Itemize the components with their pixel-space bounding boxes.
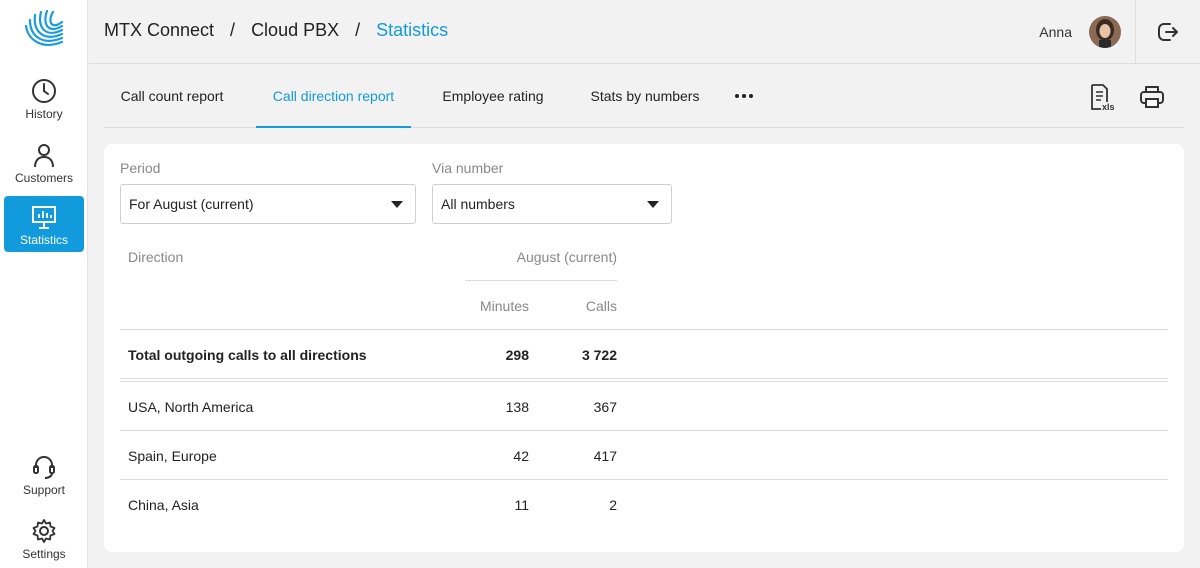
row-divider xyxy=(120,430,1168,431)
breadcrumb-item-cloud-pbx[interactable]: Cloud PBX xyxy=(251,20,340,40)
sidebar-item-label: Support xyxy=(22,483,66,497)
period-select-value: For August (current) xyxy=(129,196,254,212)
sidebar-item-settings[interactable]: Settings xyxy=(4,510,84,566)
total-direction: Total outgoing calls to all directions xyxy=(128,347,367,363)
logout-icon[interactable] xyxy=(1156,20,1180,44)
row-minutes: 138 xyxy=(505,399,529,415)
sidebar-item-label: Customers xyxy=(14,171,73,185)
row-direction: Spain, Europe xyxy=(128,448,217,464)
user-name[interactable]: Anna xyxy=(1039,24,1072,40)
column-group-header-period: August (current) xyxy=(516,249,617,265)
tab-stats-by-numbers[interactable]: Stats by numbers xyxy=(590,88,700,104)
gear-icon xyxy=(32,519,56,543)
sidebar: History Customers Statistics Support Se xyxy=(0,0,88,568)
breadcrumb-separator: / xyxy=(230,20,236,40)
tab-call-count-report[interactable]: Call count report xyxy=(120,88,224,104)
top-header: MTX Connect / Cloud PBX / Statistics Ann… xyxy=(89,0,1200,64)
total-row-divider-double xyxy=(120,381,1168,382)
sidebar-item-statistics[interactable]: Statistics xyxy=(4,196,84,252)
chevron-down-icon xyxy=(391,201,403,208)
report-card: Period For August (current) Via number A… xyxy=(104,144,1184,552)
breadcrumb-item-statistics: Statistics xyxy=(376,20,449,40)
person-icon xyxy=(34,144,54,168)
sidebar-item-label: Statistics xyxy=(19,233,68,247)
chevron-down-icon xyxy=(647,201,659,208)
row-direction: China, Asia xyxy=(128,497,199,513)
tab-call-direction-report[interactable]: Call direction report xyxy=(256,64,411,128)
tab-employee-rating[interactable]: Employee rating xyxy=(442,88,544,104)
period-select[interactable]: For August (current) xyxy=(120,184,416,224)
chart-monitor-icon xyxy=(32,206,56,229)
sidebar-item-history[interactable]: History xyxy=(4,70,84,126)
headset-icon xyxy=(33,456,55,479)
total-row-divider xyxy=(120,378,1168,379)
column-header-minutes: Minutes xyxy=(479,298,529,314)
row-minutes: 11 xyxy=(514,497,529,513)
row-calls: 367 xyxy=(593,399,617,415)
column-header-direction: Direction xyxy=(128,249,184,265)
row-calls: 417 xyxy=(593,448,617,464)
via-number-select[interactable]: All numbers xyxy=(432,184,672,224)
group-header-underline xyxy=(465,280,617,281)
clock-icon xyxy=(32,79,56,103)
export-xls-icon[interactable]: xls xyxy=(1088,82,1118,112)
row-minutes: 42 xyxy=(513,448,529,464)
sidebar-item-label: History xyxy=(25,107,63,121)
total-minutes: 298 xyxy=(505,347,529,363)
row-direction: USA, North America xyxy=(128,399,254,415)
total-calls: 3 722 xyxy=(581,347,617,363)
avatar[interactable] xyxy=(1089,16,1121,48)
breadcrumb-separator: / xyxy=(355,20,361,40)
via-number-select-value: All numbers xyxy=(441,196,515,212)
more-options-icon[interactable] xyxy=(734,86,754,106)
row-calls: 2 xyxy=(609,497,617,513)
via-number-label: Via number xyxy=(432,160,504,176)
sidebar-item-customers[interactable]: Customers xyxy=(4,134,84,190)
print-icon[interactable] xyxy=(1138,83,1166,111)
svg-text:xls: xls xyxy=(1102,102,1115,112)
report-tabs: Call count report Call direction report … xyxy=(104,64,1184,128)
breadcrumb: MTX Connect / Cloud PBX / Statistics xyxy=(104,20,448,41)
table-header-divider xyxy=(120,329,1168,330)
row-divider xyxy=(120,479,1168,480)
brand-logo-icon[interactable] xyxy=(20,8,68,56)
column-header-calls: Calls xyxy=(585,298,617,314)
header-divider xyxy=(1135,0,1136,63)
sidebar-item-label: Settings xyxy=(22,547,66,561)
breadcrumb-item-mtx-connect[interactable]: MTX Connect xyxy=(104,20,215,40)
sidebar-item-support[interactable]: Support xyxy=(4,446,84,502)
period-label: Period xyxy=(120,160,161,176)
